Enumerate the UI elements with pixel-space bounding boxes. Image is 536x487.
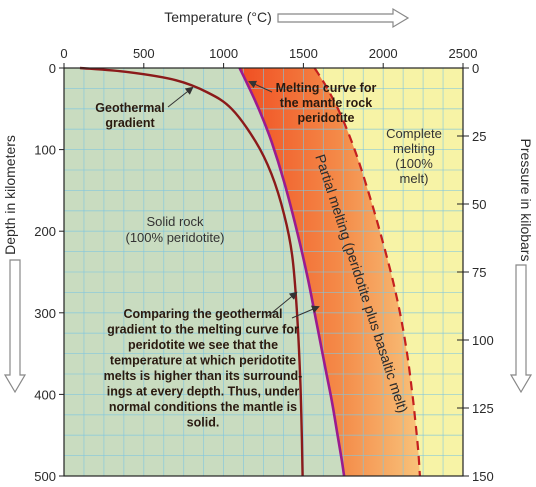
- y-right-tick-label: 0: [472, 61, 479, 76]
- y-left-tick-label: 100: [34, 143, 56, 158]
- y-right-tick-label: 50: [472, 197, 486, 212]
- complete-melting-dashed-line: [313, 67, 421, 477]
- y-right-tick-label: 150: [472, 469, 494, 484]
- x-tick-label: 1500: [289, 46, 318, 61]
- y-axis-right-title: Pressure in kilobars: [518, 139, 534, 262]
- solid-rock-label: Solid rock (100% peridotite): [126, 214, 225, 245]
- x-tick-label: 2500: [449, 46, 478, 61]
- y-left-tick-label: 200: [34, 224, 56, 239]
- melting-curve-label: Melting curve for the mantle rock peridoti…: [276, 81, 377, 125]
- x-tick-label: 1000: [209, 46, 238, 61]
- geothermal-gradient-label: Geothermal gradient: [95, 101, 164, 130]
- y-axis-right-arrow-icon: [509, 264, 533, 394]
- x-tick-label: 0: [60, 46, 67, 61]
- x-tick-label: 500: [133, 46, 155, 61]
- x-axis-arrow-icon: [277, 7, 410, 29]
- y-left-tick-label: 500: [34, 469, 56, 484]
- y-left-tick-label: 0: [49, 61, 56, 76]
- comparison-annotation: Comparing the geothermal gradient to the …: [104, 307, 303, 430]
- y-axis-left-title: Depth in kilometers: [2, 135, 18, 255]
- comparison-leader-geotherm: [267, 291, 298, 317]
- comparison-leader-melting: [291, 305, 320, 319]
- geothermal-leader-line: [167, 86, 194, 108]
- y-right-tick-label: 25: [472, 129, 486, 144]
- melting-curve-line: [238, 67, 346, 477]
- y-right-tick-label: 100: [472, 333, 494, 348]
- x-axis-title: Temperature (°C): [164, 9, 272, 25]
- melting-curve-leader-line: [248, 80, 273, 93]
- y-left-tick-label: 300: [34, 306, 56, 321]
- complete-melting-label: Complete melting (100% melt): [386, 126, 442, 186]
- geothermal-gradient-line: [79, 66, 304, 477]
- y-axis-left-arrow-icon: [3, 259, 27, 394]
- y-left-tick-label: 400: [34, 387, 56, 402]
- x-tick-label: 2000: [369, 46, 398, 61]
- y-right-tick-label: 75: [472, 265, 486, 280]
- y-right-tick-label: 125: [472, 401, 494, 416]
